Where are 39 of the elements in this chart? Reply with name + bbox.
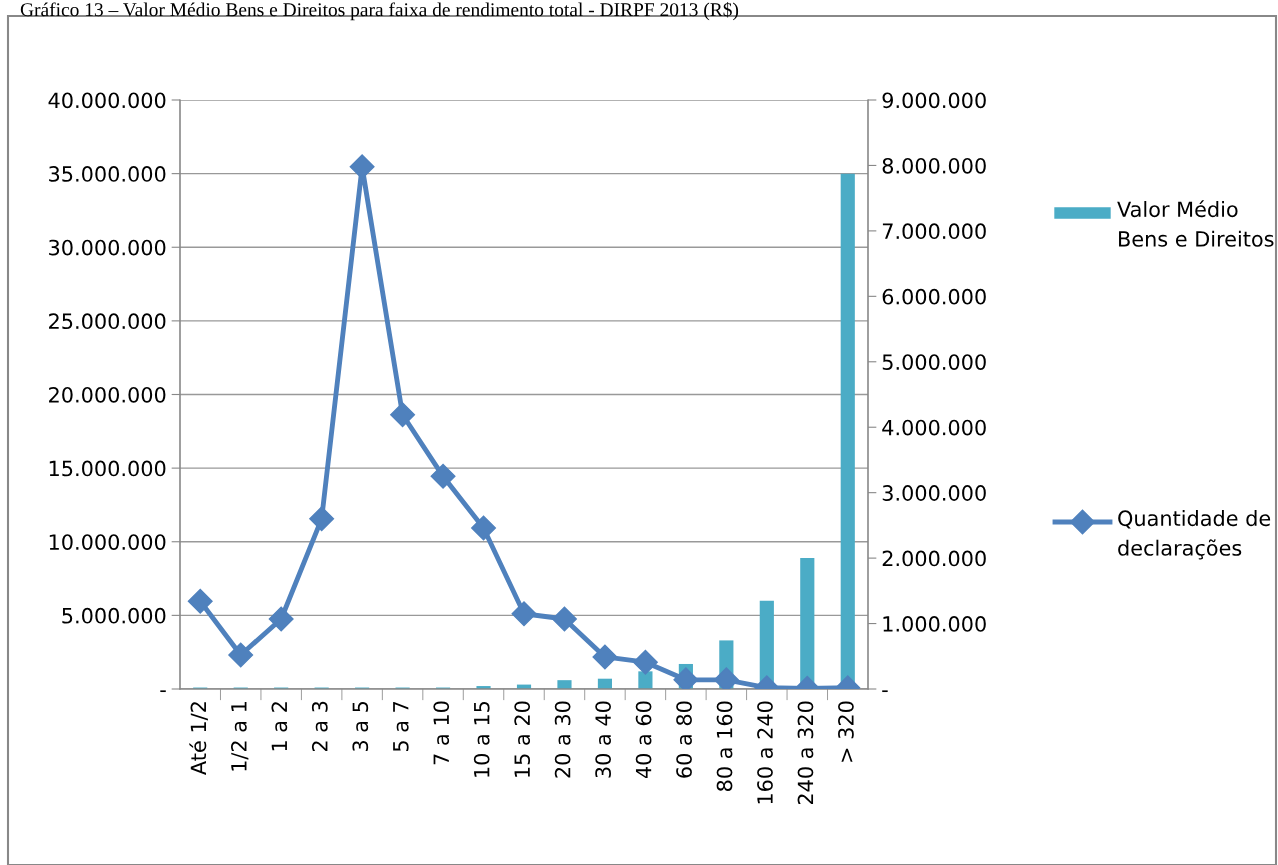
y2-tick-label: 5.000.000 xyxy=(882,354,986,370)
y-tick-label: 5.000.000 xyxy=(62,607,166,624)
y-tick-label: 15.000.000 xyxy=(49,460,166,477)
x-tick-label: 1/2 a 1 xyxy=(230,702,249,771)
y2-tick-label: 6.000.000 xyxy=(882,288,986,305)
x-tick-label: 7 a 10 xyxy=(433,701,450,765)
x-tick-label: 1 a 2 xyxy=(271,702,288,751)
y2-tick-label: - xyxy=(882,690,888,693)
x-tick-label: 240 a 320 xyxy=(797,701,814,805)
y-tick-label: 25.000.000 xyxy=(49,313,166,330)
legend-label: Quantidade de declarações xyxy=(1118,510,1271,560)
x-tick-label: 15 a 20 xyxy=(514,701,531,777)
x-tick-label: 5 a 7 xyxy=(393,701,409,752)
x-tick-label: 80 a 160 xyxy=(716,701,733,791)
y-tick-label: 20.000.000 xyxy=(49,386,166,403)
x-tick-label: 20 a 30 xyxy=(554,701,571,778)
x-tick-label: 160 a 240 xyxy=(757,701,773,804)
legend-label: Valor Médio Bens e Direitos xyxy=(1117,200,1274,247)
x-tick-label: 10 a 15 xyxy=(473,701,490,777)
x-tick-label: 30 a 40 xyxy=(595,701,611,778)
y2-tick-label: 3.000.000 xyxy=(882,485,986,501)
y-tick-label: 10.000.000 xyxy=(49,534,166,550)
y2-tick-label: 2.000.000 xyxy=(882,550,986,567)
y2-tick-label: 9.000.000 xyxy=(882,92,986,109)
x-tick-label: 3 a 5 xyxy=(352,701,369,752)
x-tick-label: > 320 xyxy=(838,701,854,762)
y-tick-label: - xyxy=(160,690,166,693)
x-tick-label: Até 1/2 xyxy=(189,702,208,775)
chart-title: Gráfico 13 – Valor Médio Bens e Direitos para faixa de rendimento total - DIRPF 2013 (R$) xyxy=(20,2,739,21)
y2-tick-label: 7.000.000 xyxy=(882,223,986,240)
y2-tick-label: 1.000.000 xyxy=(883,616,986,632)
y2-tick-label: 8.000.000 xyxy=(882,157,986,174)
x-tick-label: 40 a 60 xyxy=(635,701,652,779)
y2-tick-label: 4.000.000 xyxy=(882,419,986,436)
y-tick-label: 30.000.000 xyxy=(49,239,166,256)
y-tick-label: 40.000.000 xyxy=(48,92,166,109)
x-tick-label: 2 a 3 xyxy=(311,701,328,752)
y-tick-label: 35.000.000 xyxy=(49,166,166,182)
x-tick-label: 60 a 80 xyxy=(676,701,692,778)
